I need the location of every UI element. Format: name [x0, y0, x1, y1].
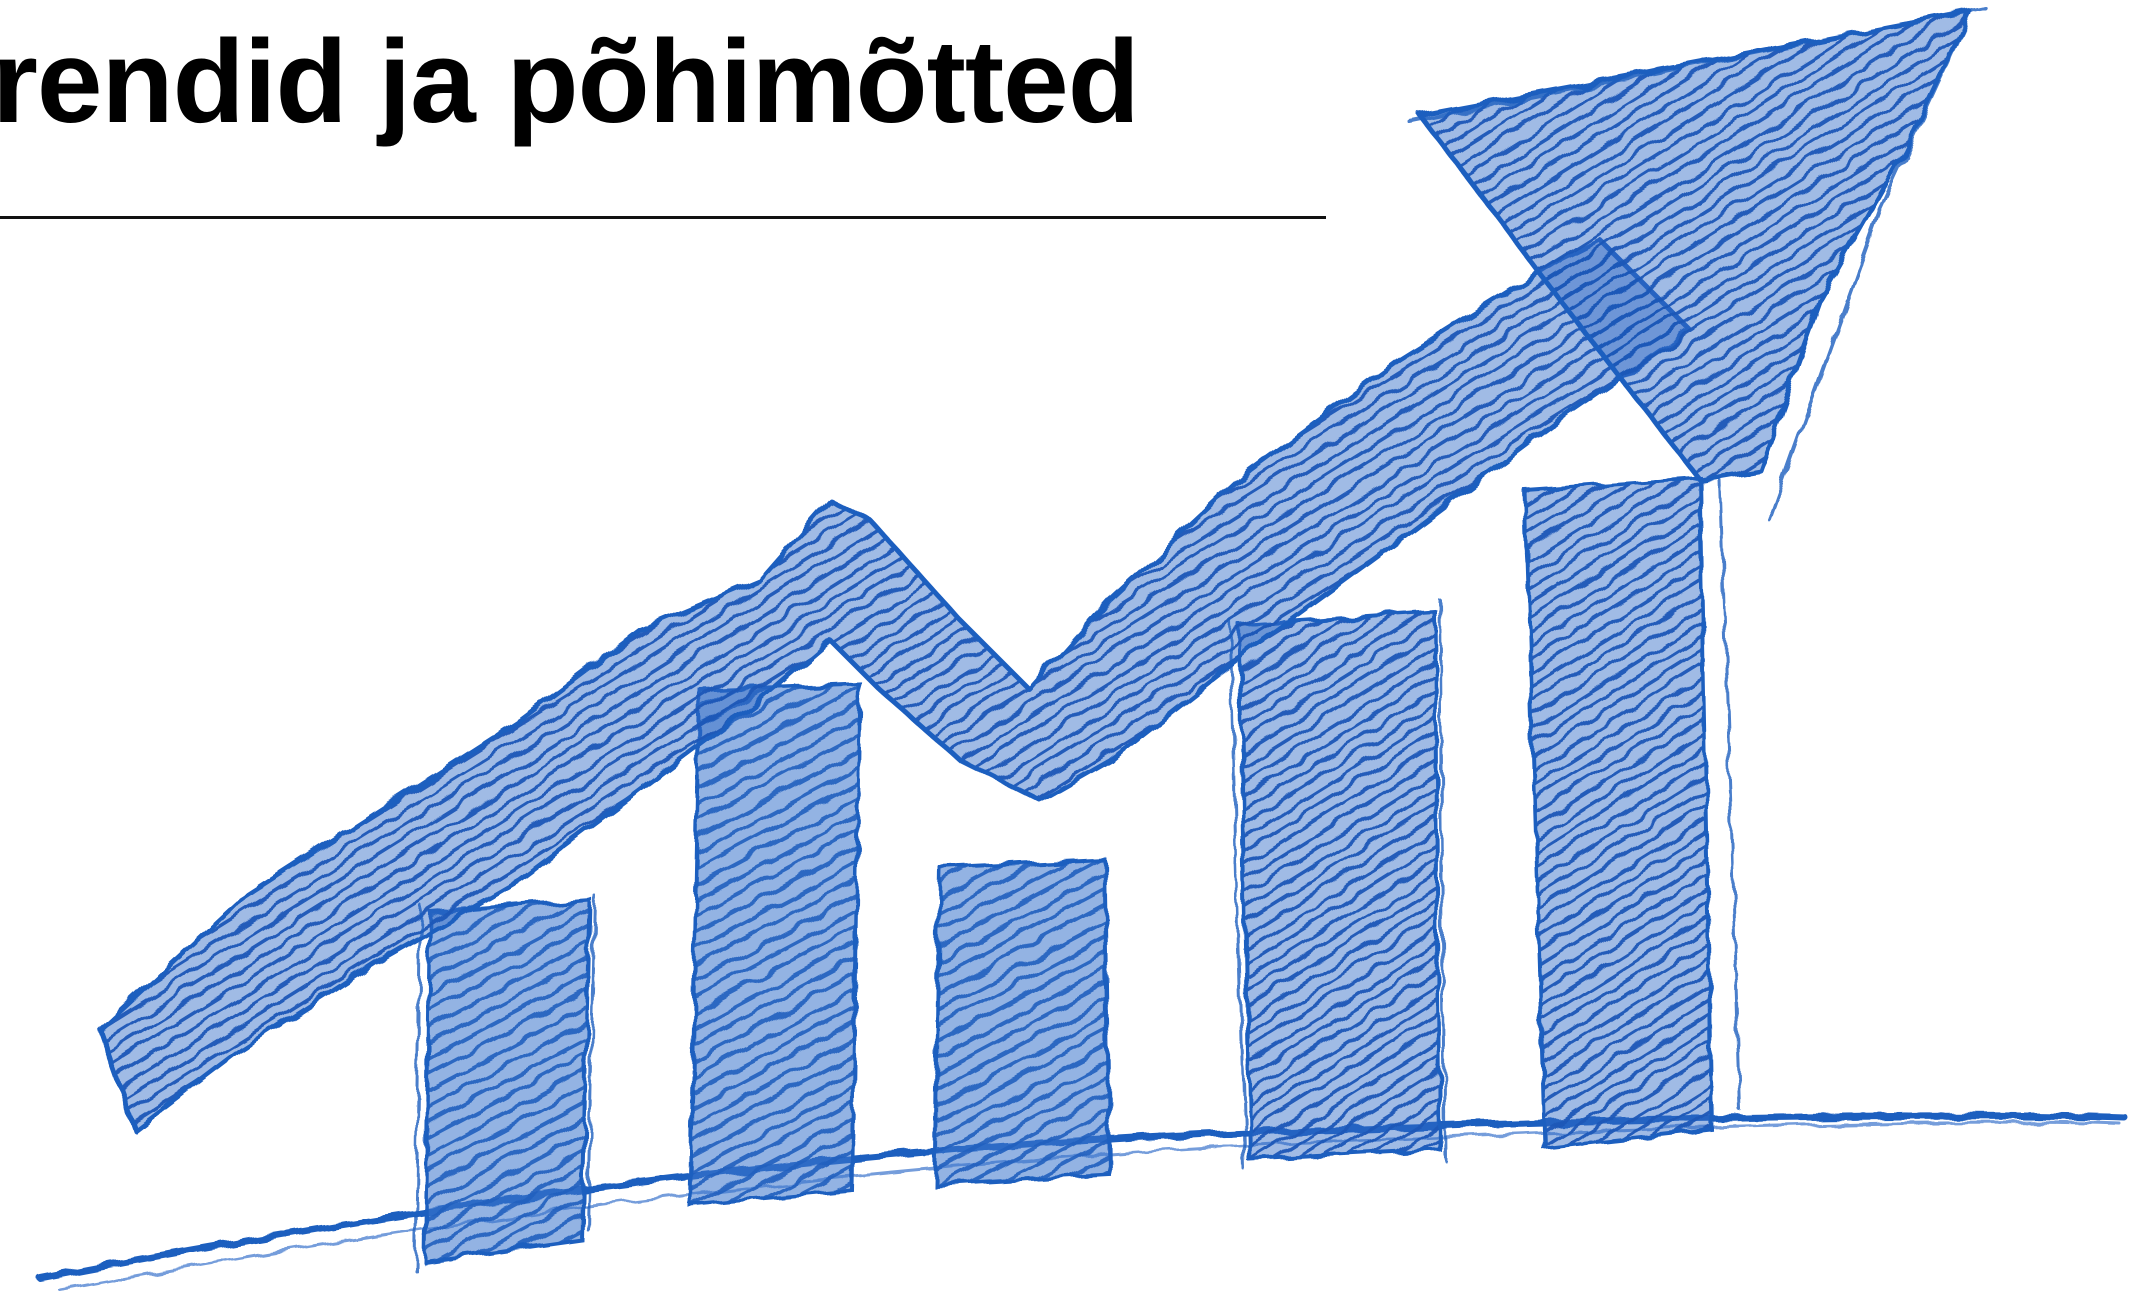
baseline-stroke — [36, 1112, 2129, 1282]
bar-4 — [1237, 609, 1443, 1163]
bar-5 — [1522, 475, 1715, 1151]
bar-2 — [687, 681, 863, 1208]
bar-3 — [932, 857, 1113, 1188]
title-divider — [0, 216, 1326, 219]
bar-1 — [422, 897, 593, 1265]
page-title: rendid ja põhimõtted — [0, 16, 1140, 148]
trend-arrow-body — [97, 237, 1693, 1133]
